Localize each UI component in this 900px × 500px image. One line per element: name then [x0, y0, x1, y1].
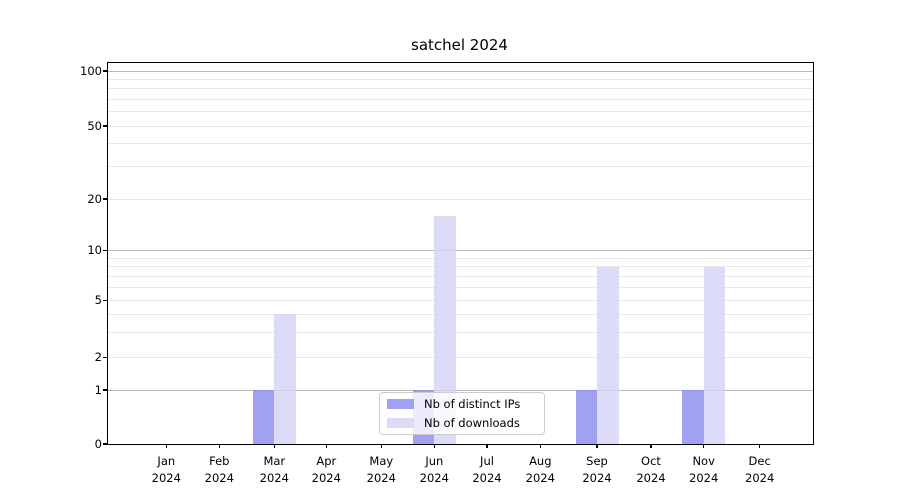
x-tick-mark: [325, 444, 327, 448]
x-tick-mark: [486, 444, 488, 448]
x-tick-mark: [218, 444, 220, 448]
gridline-minor: [108, 300, 813, 301]
gridline-minor: [108, 98, 813, 100]
y-tick-mark: [102, 443, 107, 445]
gridline-minor: [108, 286, 813, 288]
bar-nb-of-distinct-ips-nov: [682, 390, 704, 444]
gridline-minor: [108, 143, 813, 145]
bar-nb-of-downloads-mar: [274, 314, 296, 444]
x-tick-label: Jul 2024: [472, 454, 502, 485]
legend: Nb of distinct IPs Nb of downloads: [379, 392, 545, 435]
gridline-minor: [108, 313, 813, 315]
x-tick-label: Nov 2024: [689, 454, 719, 485]
legend-label: Nb of downloads: [424, 416, 520, 430]
gridline-major: [108, 389, 813, 391]
gridline-minor: [108, 111, 813, 113]
gridline-minor: [108, 357, 813, 358]
bar-nb-of-downloads-jun: [434, 215, 456, 444]
gridline-minor: [108, 88, 813, 90]
x-tick-label: Mar 2024: [259, 454, 289, 485]
gridline-minor: [108, 125, 813, 127]
gridline-minor: [108, 257, 813, 259]
bar-nb-of-distinct-ips-mar: [252, 390, 275, 444]
x-tick-label: Jan 2024: [151, 454, 181, 485]
x-tick-mark: [433, 444, 435, 448]
gridline-minor: [108, 331, 813, 333]
legend-entry: Nb of distinct IPs: [380, 396, 544, 412]
x-tick-mark: [650, 444, 652, 448]
y-tick-mark: [102, 299, 107, 302]
gridline-minor: [108, 198, 813, 200]
legend-entry: Nb of downloads: [380, 415, 544, 431]
y-tick-label: 20: [87, 191, 102, 206]
legend-label: Nb of distinct IPs: [424, 397, 521, 411]
x-tick-mark: [380, 444, 382, 448]
x-tick-label: May 2024: [366, 454, 396, 485]
bar-nb-of-downloads-nov: [703, 266, 726, 444]
gridline-major: [108, 250, 813, 251]
plot-area: Nb of distinct IPs Nb of downloads 0 1 2 5 10…: [80, 62, 814, 485]
y-tick-label: 10: [87, 243, 102, 257]
y-tick-mark: [102, 389, 107, 391]
y-tick-mark: [102, 356, 107, 359]
y-tick-label: 100: [80, 63, 102, 78]
gridline-minor: [108, 266, 813, 268]
legend-swatch: [387, 399, 414, 409]
chart-title: satchel 2024: [411, 36, 508, 54]
y-tick-mark: [102, 70, 107, 72]
x-tick-label: Apr 2024: [311, 454, 341, 485]
x-tick-mark: [539, 444, 541, 448]
y-tick-mark: [102, 198, 107, 200]
legend-swatch: [387, 418, 414, 428]
y-tick-mark: [102, 125, 107, 127]
gridline-minor: [108, 166, 813, 168]
y-tick-label: 0: [94, 436, 102, 451]
x-tick-label: Feb 2024: [204, 454, 234, 485]
y-tick-label: 1: [94, 382, 102, 397]
bar-nb-of-downloads-sep: [597, 266, 619, 444]
x-tick-label: Jun 2024: [419, 454, 449, 485]
x-tick-label: Aug 2024: [525, 454, 555, 485]
x-tick-label: Oct 2024: [636, 454, 666, 485]
x-tick-mark: [273, 444, 275, 448]
gridline-major: [108, 70, 813, 72]
gridline-minor: [108, 78, 813, 80]
x-tick-mark: [165, 444, 167, 448]
x-tick-mark: [703, 444, 705, 448]
y-tick-label: 5: [94, 293, 102, 307]
gridline-minor: [108, 275, 813, 277]
y-tick-mark: [102, 249, 107, 252]
y-tick-label: 2: [94, 350, 102, 364]
x-tick-label: Sep 2024: [582, 454, 612, 485]
x-tick-label: Dec 2024: [745, 454, 775, 485]
bar-nb-of-distinct-ips-sep: [575, 390, 597, 444]
x-tick-mark: [759, 444, 761, 448]
x-tick-mark: [596, 444, 598, 448]
y-tick-label: 50: [87, 118, 102, 133]
